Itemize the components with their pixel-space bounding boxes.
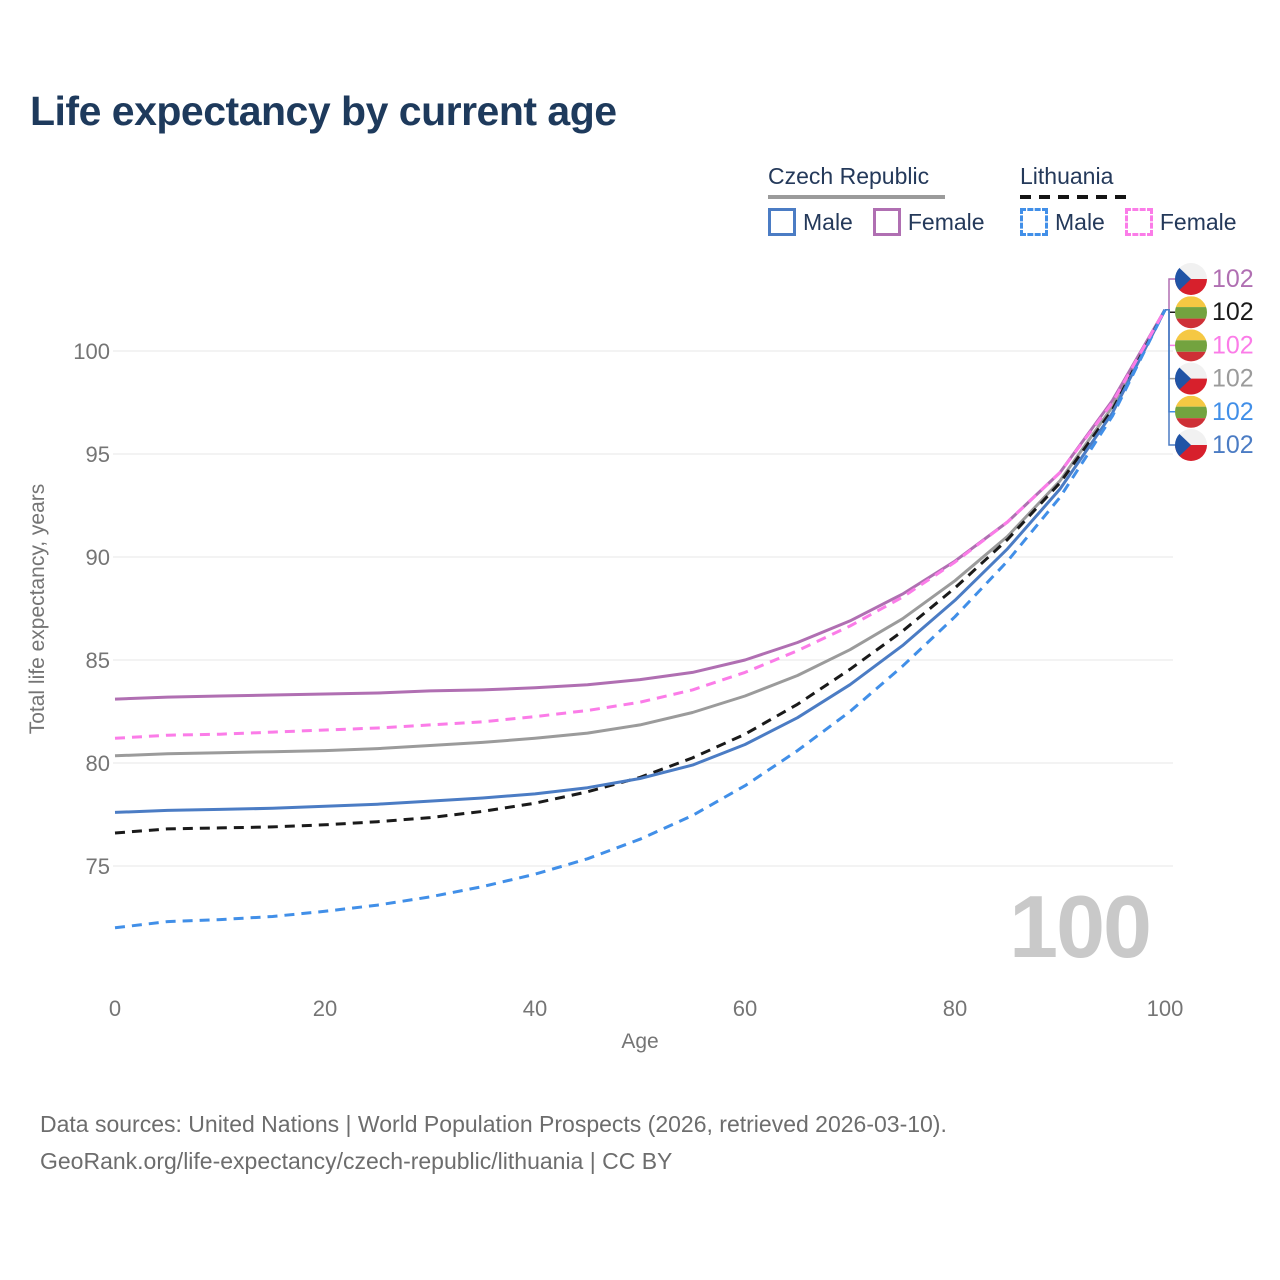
x-tick-label-60: 60 [733,996,757,1021]
lithuania-flag-icon [1175,329,1207,362]
y-tick-label-80: 80 [86,751,110,776]
series-line-czech-republic-male[interactable] [114,309,1167,814]
series-line-czech-republic-total[interactable] [114,309,1167,758]
end-label-connector-czech-republic-female [1165,278,1175,311]
series-line-lithuania-total[interactable] [114,309,1167,835]
legend-group-lithuania: Lithuania Male Female [1020,163,1257,236]
end-value-label-czech-republic-total: 102 [1212,365,1254,393]
czech-male-swatch-icon [768,208,796,236]
x-tick-label-100: 100 [1147,996,1184,1021]
legend-lithuania-title-label: Lithuania [1020,163,1114,189]
page-title: Life expectancy by current age [30,88,617,134]
x-tick-label-40: 40 [523,996,547,1021]
czech-republic-flag-icon [1175,429,1207,461]
end-label-connector-lithuania-male [1165,309,1175,413]
end-value-label-czech-republic-female: 102 [1212,265,1254,293]
age-counter-watermark: 100 [1009,877,1150,976]
end-label-connector-czech-republic-total [1165,309,1175,380]
legend-group-czech-republic: Czech Republic Male Female [768,163,1005,236]
legend-czech-male[interactable]: Male [768,208,853,236]
x-tick-label-80: 80 [943,996,967,1021]
legend-lithuania-female[interactable]: Female [1124,208,1237,236]
y-tick-label-100: 100 [73,339,110,364]
legend-lithuania-male[interactable]: Male [1020,208,1105,236]
x-tick-label-0: 0 [109,996,121,1021]
y-tick-label-90: 90 [86,545,110,570]
legend-czech-items: Male Female [768,208,1005,236]
lithuania-flag-icon [1175,296,1207,329]
footer-attribution-line: GeoRank.org/life-expectancy/czech-republ… [40,1148,673,1174]
end-label-connector-czech-republic-male [1165,309,1175,446]
czech-female-swatch-icon [872,208,901,236]
x-axis-title: Age [621,1030,658,1053]
lithuania-flag-icon [1175,395,1207,428]
legend-czech-male-label: Male [803,208,853,235]
legend-lithuania-title[interactable]: Lithuania [1020,163,1257,199]
lithuania-dashed-line-sample [1020,195,1128,199]
legend-czech-title-label: Czech Republic [768,163,930,189]
end-value-label-lithuania-total: 102 [1212,298,1254,326]
footer-sources-line: Data sources: United Nations | World Pop… [40,1111,947,1137]
y-tick-label-75: 75 [86,854,110,879]
y-tick-label-95: 95 [86,442,110,467]
y-tick-label-85: 85 [86,648,110,673]
x-tick-label-20: 20 [313,996,337,1021]
series-line-czech-republic-female[interactable] [114,309,1167,701]
legend-czech-female-label: Female [907,208,985,235]
czech-solid-line-sample [768,195,945,199]
czech-republic-flag-icon [1175,362,1207,395]
legend-czech-title[interactable]: Czech Republic [768,163,1005,199]
legend-lithuania-female-label: Female [1159,208,1237,235]
data-source-footer: Data sources: United Nations | World Pop… [40,1106,947,1180]
legend-lithuania-male-label: Male [1055,208,1105,235]
end-value-label-lithuania-female: 102 [1212,331,1254,359]
czech-republic-flag-icon [1175,263,1207,295]
series-line-lithuania-male[interactable] [114,309,1167,930]
legend-lithuania-items: Male Female [1020,208,1257,236]
lithuania-female-swatch-icon [1124,208,1153,236]
lithuania-male-swatch-icon [1020,208,1048,236]
y-axis-title: Total life expectancy, years [26,484,49,735]
series-line-lithuania-female[interactable] [114,309,1167,740]
end-value-label-lithuania-male: 102 [1212,398,1254,426]
end-label-connector-lithuania-female [1165,309,1175,347]
legend-czech-female[interactable]: Female [872,208,985,236]
end-value-label-czech-republic-male: 102 [1212,431,1254,459]
